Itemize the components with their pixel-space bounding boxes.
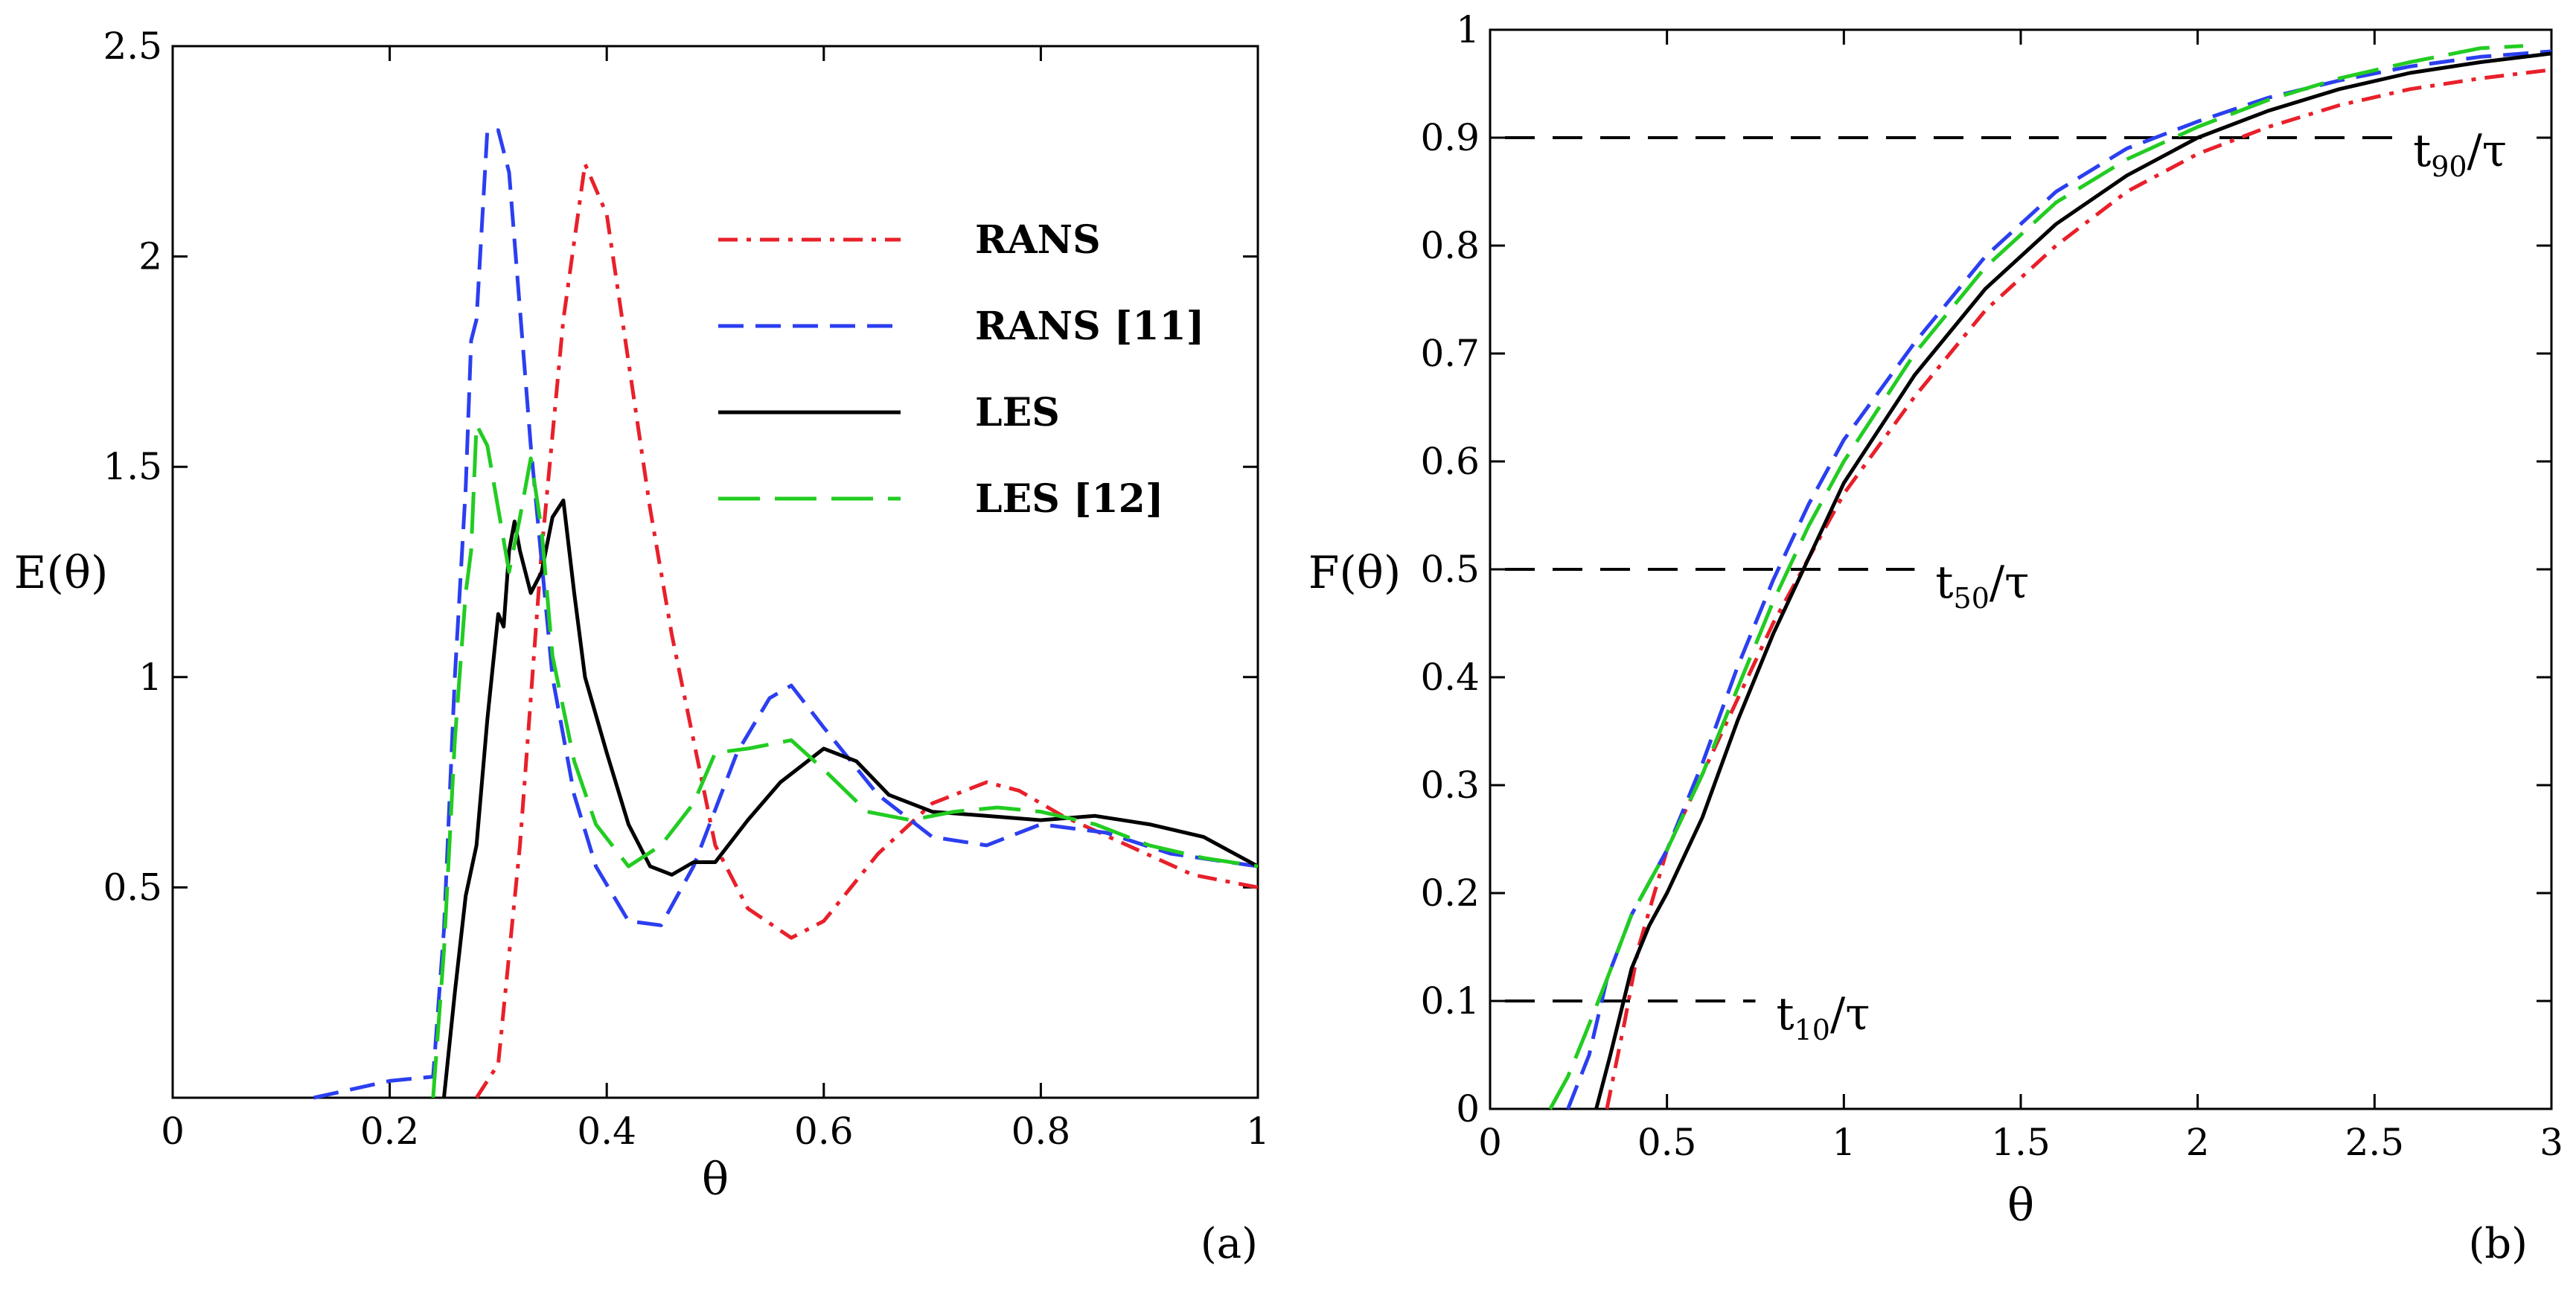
y-tick-label: 0.8 [1420,224,1480,267]
reference-label-main: t [2413,125,2431,177]
x-axis-title: θ [2007,1180,2034,1232]
panel-b: 0 0.5 1 1.5 2 2.5 3 0 0.1 0.2 0.3 0.4 0.5 0.6 0.7 0.8 0.… [1308,8,2563,1268]
reference-label-tail: /τ [1989,557,2029,609]
series-line-rans [475,161,1259,1099]
x-tick-label: 0.5 [1637,1121,1697,1164]
series-line-rans [1605,68,2552,1110]
y-tick-label: 0.4 [1420,656,1480,699]
y-tick-label: 0.5 [103,866,162,909]
series-line-rans-11 [1566,49,2552,1110]
y-tick-label: 2 [138,235,162,278]
x-tick-label: 0.6 [794,1110,854,1153]
y-tick-label: 0.1 [1420,979,1480,1023]
legend-label: RANS [11] [975,304,1204,349]
y-tick-label: 0.2 [1420,871,1480,915]
x-tick-label: 0.8 [1011,1110,1071,1153]
panel-label: (a) [1201,1220,1258,1268]
x-axis-title: θ [702,1154,729,1206]
reference-label-tail: /τ [1830,988,1870,1040]
legend-label: LES [12] [975,476,1163,522]
x-tick-label: 2 [2186,1121,2210,1164]
x-tick-label: 0 [161,1110,185,1153]
y-tick-label: 2.5 [103,25,162,68]
series-line-les [442,498,1259,1098]
legend-label: LES [975,390,1060,435]
reference-label-t90: t90/τ [2413,125,2507,183]
reference-label-t10: t10/τ [1777,988,1870,1046]
x-tick-label: 2.5 [2345,1121,2405,1164]
reference-label-main: t [1777,988,1794,1040]
reference-label-sub: 90 [2431,150,2467,183]
reference-label-t50: t50/τ [1935,557,2029,615]
y-tick-label: 0.7 [1420,332,1480,375]
series-line-les-12 [431,423,1259,1098]
x-tick-label: 0.4 [577,1110,636,1153]
legend-label: RANS [975,217,1101,263]
x-tick-label: 1 [1832,1121,1856,1164]
y-tick-label: 0.6 [1420,440,1480,483]
series-line-les [1594,51,2552,1110]
panel-a: 0 0.2 0.4 0.6 0.8 1 0.5 1 1.5 2 2.5 θ E(θ) (a) RANS RAN… [14,25,1270,1268]
panel-label: (b) [2468,1220,2528,1268]
y-tick-label: 1.5 [103,445,162,488]
x-tick-label: 3 [2540,1121,2563,1164]
reference-label-tail: /τ [2467,125,2507,177]
x-tick-label: 1 [1246,1110,1270,1153]
x-tick-label: 0 [1478,1121,1502,1164]
series-line-les-12 [1548,44,2524,1110]
x-tick-label: 0.2 [360,1110,420,1153]
reference-label-sub: 50 [1954,582,1989,615]
y-axis-title: F(θ) [1308,547,1402,599]
y-tick-label: 0 [1456,1087,1480,1130]
y-tick-label: 1 [138,656,162,699]
plot-frame [171,45,1259,1099]
y-tick-label: 0.3 [1420,764,1480,807]
series-line-rans-11 [313,128,1259,1100]
y-tick-label: 0.9 [1420,116,1480,159]
y-tick-label: 1 [1456,8,1480,51]
x-tick-label: 1.5 [1991,1121,2051,1164]
reference-label-main: t [1935,557,1953,609]
y-axis-title: E(θ) [14,547,109,599]
y-tick-label: 0.5 [1420,548,1480,591]
reference-label-sub: 10 [1794,1014,1830,1046]
